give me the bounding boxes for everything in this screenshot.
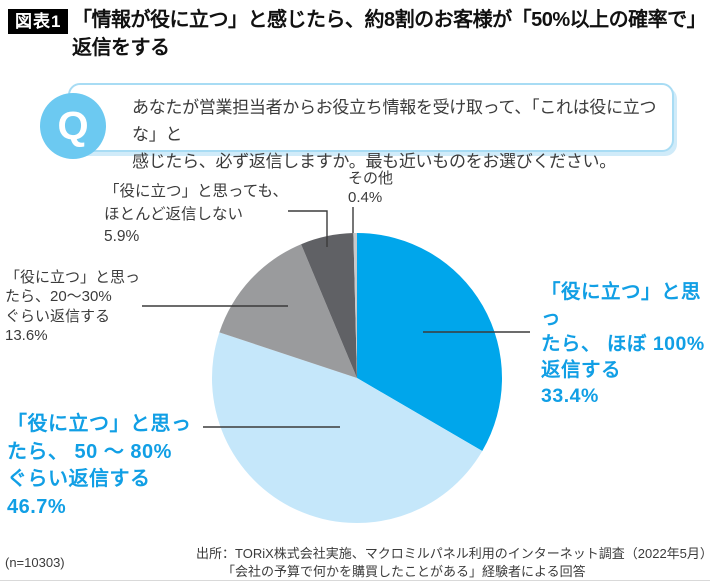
slice-label-rarely-line1: 「役に立つ」と思っても、 [104, 183, 288, 200]
figure-title: 「情報が役に立つ」と感じたら、約8割のお客様が「50%以上の確率で」 返信をする [72, 6, 708, 62]
slice-label-50-80-value: 46.7% [7, 495, 67, 518]
slice-label-100: 「役に立つ」と思っ たら、 ほぼ 100% 返信する 33.4% [541, 279, 710, 409]
question-box: あなたが営業担当者からお役立ち情報を受け取って、「これは役に立つな」と 感じたら… [68, 83, 674, 171]
slice-label-rarely-line2: ほとんど返信しない [104, 205, 244, 223]
slice-label-20-30-value: 13.6% [5, 326, 48, 344]
slice-label-other-line1: その他 [348, 170, 394, 187]
pie-slice-0 [357, 233, 503, 452]
slice-label-50-80-line2: たら、 50 〜 80% [7, 440, 172, 463]
slice-label-20-30-line2: たら、20〜30% [5, 288, 112, 306]
leader-line-rarely [288, 210, 328, 247]
source-note-line2: 「会社の予算で何かを購買したことがある」経験者による回答 [222, 563, 586, 579]
source-note-line1: 出所：TORiX株式会社実施、マクロミルパネル利用のインターネット調査（2022… [196, 546, 710, 561]
slice-label-rarely: 「役に立つ」と思っても、 ほとんど返信しない 5.9% [104, 181, 288, 249]
slice-label-100-line2: たら、 ほぼ 100% [541, 333, 705, 355]
slice-label-100-line1: 「役に立つ」と思っ [541, 281, 702, 329]
slice-label-20-30-line1: 「役に立つ」と思っ [5, 269, 141, 286]
figure-title-line2: 返信をする [72, 37, 170, 59]
slice-label-50-80: 「役に立つ」と思っ たら、 50 〜 80% ぐらい返信する 46.7% [7, 411, 192, 521]
question-text-line1: あなたが営業担当者からお役立ち情報を受け取って、「これは役に立つな」と [132, 98, 657, 144]
slice-label-50-80-line3: ぐらい返信する [7, 468, 151, 490]
slice-label-20-30: 「役に立つ」と思っ たら、20〜30% ぐらい返信する 13.6% [5, 268, 140, 345]
question-text-line2: 感じたら、必ず返信しますか。最も近いものをお選びください。 [132, 152, 616, 171]
slice-label-rarely-value: 5.9% [104, 228, 140, 245]
slice-label-20-30-line3: ぐらい返信する [5, 307, 111, 325]
pie-slice-3 [301, 233, 357, 378]
question-text: あなたが営業担当者からお役立ち情報を受け取って、「これは役に立つな」と 感じたら… [132, 94, 662, 175]
figure-title-line1: 「情報が役に立つ」と感じたら、約8割のお客様が「50%以上の確率で」 [72, 9, 707, 31]
pie-slice-2 [219, 244, 357, 378]
slice-label-other-value: 0.4% [348, 189, 383, 206]
figure-number-badge: 図表1 [8, 9, 69, 34]
slice-label-other: その他 0.4% [348, 169, 393, 207]
pie-slice-1 [211, 332, 483, 524]
slice-label-100-line3: 返信する [541, 359, 622, 381]
sample-size: (n=10303) [5, 555, 65, 570]
question-icon: Q [40, 93, 106, 159]
slice-label-100-value: 33.4% [541, 385, 599, 407]
pie-slice-4 [353, 233, 357, 378]
pie-slices [211, 233, 503, 524]
slice-label-50-80-line1: 「役に立つ」と思っ [7, 413, 192, 435]
